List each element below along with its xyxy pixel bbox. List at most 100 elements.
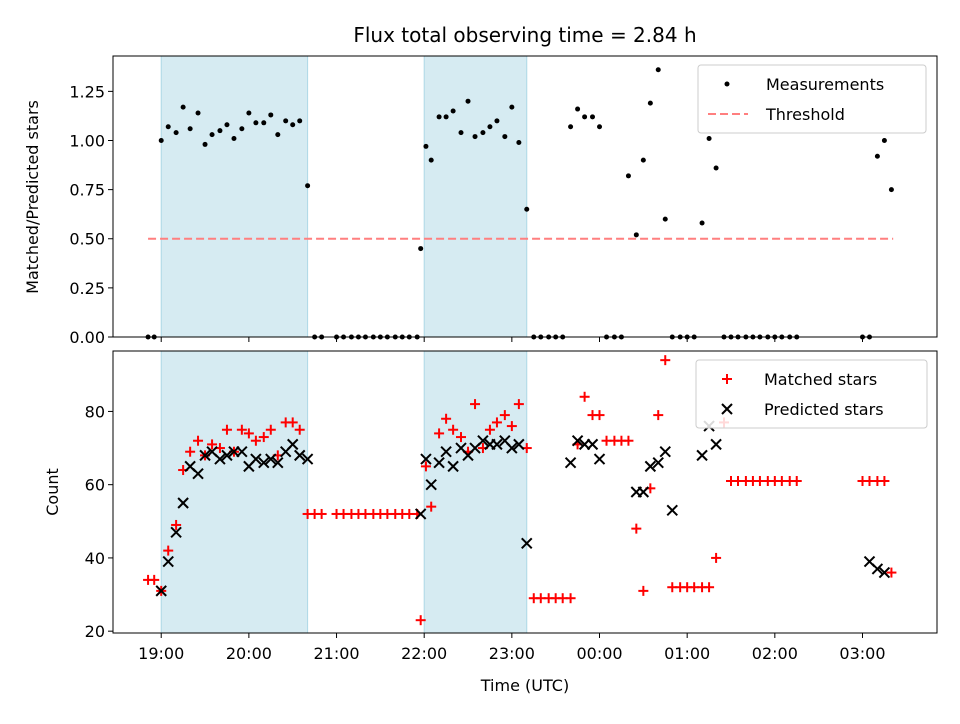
measurement-point [290, 122, 296, 128]
x-tick-label: 22:00 [401, 644, 447, 663]
matched-star-point [415, 615, 426, 626]
bottom-axes-frame [112, 350, 938, 634]
measurement-point [647, 100, 653, 106]
matched-star-point [499, 410, 510, 421]
matched-star-point [287, 417, 298, 428]
matched-star-point [221, 424, 232, 435]
matched-star-point [434, 428, 445, 439]
matched-star-point [704, 582, 715, 593]
measurement-point [888, 187, 894, 193]
y-tick-label: 0.75 [69, 181, 105, 200]
observing-interval-shade [160, 55, 309, 338]
legend-matched-marker [722, 374, 732, 384]
x-tick-label: 20:00 [226, 644, 272, 663]
measurement-point [180, 104, 186, 110]
measurement-point [253, 120, 259, 126]
legend-measurements-label: Measurements [766, 75, 884, 94]
matched-star-point [456, 432, 467, 443]
x-axis-label: Time (UTC) [480, 676, 569, 695]
measurement-point [597, 124, 603, 130]
predicted-star-point [506, 442, 518, 454]
predicted-star-point [878, 566, 891, 579]
matched-star-point [879, 476, 890, 487]
measurement-point [524, 206, 530, 212]
matched-star-point [660, 355, 671, 366]
measurement-point [173, 130, 179, 136]
measurement-point [428, 157, 434, 163]
measurement-point [458, 130, 464, 136]
matched-star-point [207, 439, 218, 450]
matched-star-point [236, 424, 247, 435]
matched-star-point [149, 574, 160, 585]
matched-star-point [506, 421, 517, 432]
y-tick-label: 20 [85, 622, 105, 641]
predicted-star-point [564, 456, 577, 469]
top-y-axis-label: Matched/Predicted stars [23, 100, 42, 294]
y-tick-label: 1.25 [69, 82, 105, 101]
measurement-point [297, 118, 303, 124]
x-tick-label: 00:00 [576, 644, 622, 663]
matched-star-point [491, 417, 502, 428]
y-tick-label: 1.00 [69, 131, 105, 150]
measurement-point [502, 134, 508, 140]
observing-interval-shade [423, 55, 528, 338]
predicted-star-point [420, 453, 432, 465]
measurement-point [633, 232, 639, 238]
legend-predicted-label: Predicted stars [764, 400, 884, 419]
measurement-point [516, 139, 522, 145]
predicted-star-point [155, 585, 167, 597]
predicted-star-point [666, 504, 678, 517]
matched-star-point [638, 585, 649, 596]
measurement-point [246, 110, 252, 116]
measurement-point [568, 124, 574, 130]
predicted-star-point [477, 435, 489, 447]
predicted-star-point [301, 453, 314, 465]
y-tick-label: 80 [85, 402, 105, 421]
matched-star-point [886, 567, 897, 578]
x-tick-label: 01:00 [664, 644, 710, 663]
x-tick-label: 03:00 [839, 644, 885, 663]
matched-star-point [171, 519, 182, 530]
measurement-point [487, 124, 493, 130]
predicted-star-point [637, 486, 650, 498]
matched-star-point [631, 523, 642, 534]
predicted-star-point [513, 438, 525, 451]
matched-star-point [258, 432, 269, 443]
legend-measurements-marker [724, 81, 730, 87]
matched-star-point [470, 399, 481, 410]
y-tick-label: 0.00 [69, 328, 105, 347]
matched-star-point [243, 428, 254, 439]
measurement-point [261, 120, 267, 126]
measurement-point [187, 126, 193, 132]
predicted-star-point [286, 438, 299, 451]
predicted-star-point [586, 438, 599, 451]
measurement-point [509, 104, 515, 110]
matched-star-point [441, 413, 452, 424]
top-panel: 0.00 0.25 0.50 0.75 1.00 1.25 Matched/Predict… [23, 55, 938, 347]
top-axes-frame [112, 55, 938, 338]
chart-title: Flux total observing time = 2.84 h [353, 23, 696, 47]
measurement-point [640, 157, 646, 163]
measurement-point [224, 122, 230, 128]
predicted-star-point [221, 449, 233, 462]
measurement-point [275, 132, 281, 138]
bottom-legend: Matched stars Predicted stars [695, 359, 928, 429]
predicted-star-point [593, 453, 606, 465]
matched-star-point [565, 593, 576, 604]
measurement-point [582, 114, 588, 120]
measurement-point [443, 114, 449, 120]
measurement-point [465, 98, 471, 104]
observing-interval-shade [160, 350, 309, 634]
matched-star-point [513, 399, 524, 410]
y-tick-label: 40 [85, 549, 105, 568]
measurement-point [165, 124, 171, 130]
measurement-point [423, 143, 429, 149]
measurement-point [195, 110, 201, 116]
predicted-star-point [177, 497, 189, 509]
predicted-star-point [433, 456, 445, 469]
measurement-point [699, 220, 705, 226]
legend-matched-label: Matched stars [764, 370, 877, 389]
predicted-star-point [414, 508, 427, 520]
measurement-point [231, 136, 237, 142]
